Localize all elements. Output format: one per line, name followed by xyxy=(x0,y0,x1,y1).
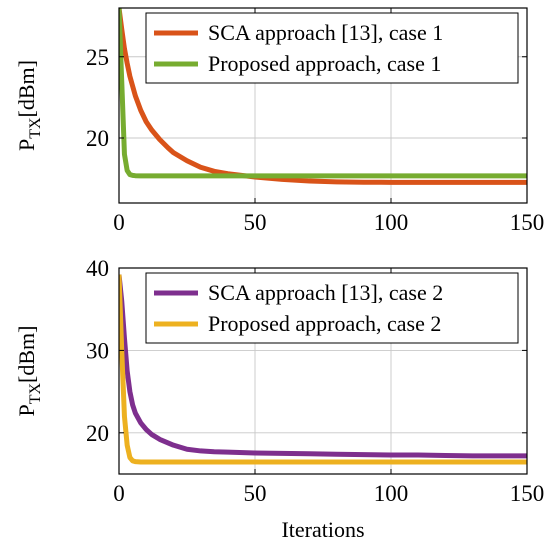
series-line-1 xyxy=(119,274,527,459)
legend-label-2: Proposed approach, case 2 xyxy=(208,311,441,336)
y-axis-label: PTX[dBm] xyxy=(14,325,44,416)
series-line-2 xyxy=(119,274,527,465)
series-line-1 xyxy=(119,8,527,185)
axes-frame xyxy=(118,7,528,204)
legend-box xyxy=(145,12,519,84)
y-axis-label-sub: TX xyxy=(27,382,44,404)
y-tick-label: 40 xyxy=(86,256,109,281)
y-axis-label-unit: [dBm] xyxy=(14,60,39,117)
y-tick-label: 25 xyxy=(86,45,109,70)
legend: SCA approach [13], case 1 Proposed approa… xyxy=(145,12,519,84)
legend-label-1: SCA approach [13], case 2 xyxy=(208,280,443,305)
chart-panel-1: 0 50 100 150 20 25 PTX[dBm] SCA approach [13], … xyxy=(14,7,545,235)
legend-label-1: SCA approach [13], case 1 xyxy=(208,20,443,45)
x-tick-label: 100 xyxy=(374,210,409,235)
x-tick-label: 50 xyxy=(244,210,267,235)
y-axis-label-unit: [dBm] xyxy=(14,325,39,382)
y-axis-label: PTX[dBm] xyxy=(14,60,44,151)
legend: SCA approach [13], case 2 Proposed approa… xyxy=(145,272,519,344)
legend-box xyxy=(145,272,519,344)
legend-label-2: Proposed approach, case 1 xyxy=(208,51,441,76)
y-axis-label-main: P xyxy=(14,404,39,416)
y-axis-label-main: P xyxy=(14,139,39,151)
x-tick-label: 100 xyxy=(374,481,409,506)
x-tick-label: 150 xyxy=(510,210,545,235)
y-tick-label: 30 xyxy=(86,338,109,363)
x-tick-label: 0 xyxy=(113,210,125,235)
x-tick-label: 150 xyxy=(510,481,545,506)
series-line-2 xyxy=(119,8,527,179)
axes-frame xyxy=(118,267,528,475)
x-axis-label: Iterations xyxy=(281,517,364,540)
y-tick-label: 20 xyxy=(86,126,109,151)
x-tick-label: 50 xyxy=(244,481,267,506)
chart-panel-2: 0 50 100 150 20 30 40 PTX[dBm] Iterations SCA app… xyxy=(14,256,544,540)
y-axis-label-sub: TX xyxy=(27,117,44,139)
x-tick-label: 0 xyxy=(113,481,125,506)
y-tick-label: 20 xyxy=(86,421,109,446)
